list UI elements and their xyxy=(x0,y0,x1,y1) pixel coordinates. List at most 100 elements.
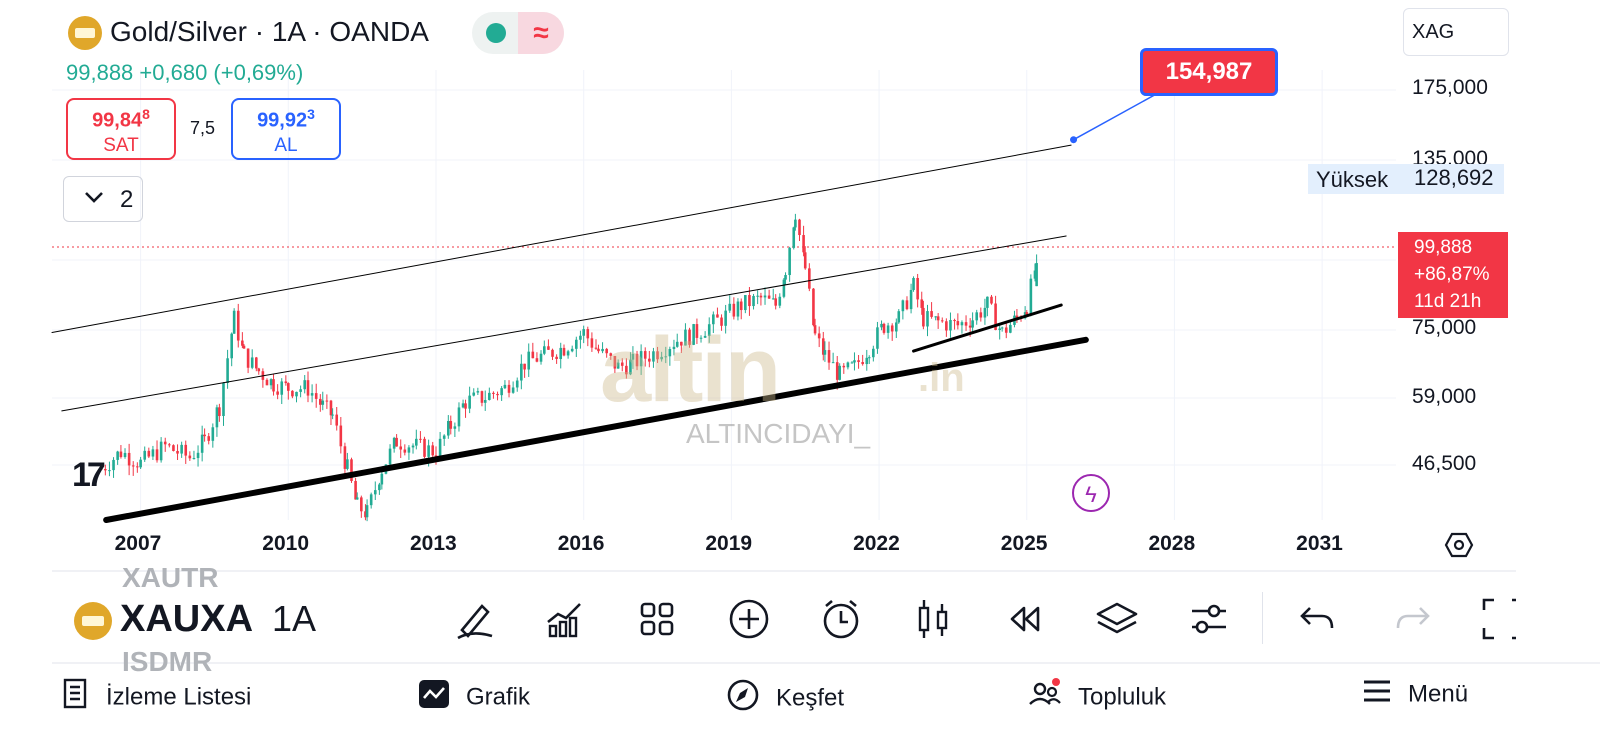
time-tick: 2028 xyxy=(1148,532,1196,555)
layers-icon[interactable] xyxy=(1094,596,1140,642)
candle-body xyxy=(492,392,495,394)
current-change: +86,87% xyxy=(1414,264,1490,285)
candle-body xyxy=(736,301,740,317)
candle-body xyxy=(555,356,558,360)
candles-icon[interactable] xyxy=(910,596,956,642)
candle-body xyxy=(99,468,103,470)
sell-price-pip: 8 xyxy=(142,106,150,122)
candle-body xyxy=(922,307,925,327)
market-open-dot-icon xyxy=(486,23,506,43)
candle-body xyxy=(720,317,723,326)
indicators-icon[interactable] xyxy=(542,596,588,642)
chevron-down-icon xyxy=(82,185,106,215)
trendlines[interactable] xyxy=(51,91,1161,523)
candle-body xyxy=(449,420,453,429)
candle-body xyxy=(582,329,585,336)
candle-body xyxy=(748,295,751,307)
candle-body xyxy=(180,444,183,454)
candle-body xyxy=(601,348,604,352)
candle-body xyxy=(998,328,1001,330)
buy-price: 99,92 xyxy=(257,109,308,132)
alert-icon[interactable] xyxy=(818,596,864,642)
candle-body xyxy=(579,335,582,340)
candle-body xyxy=(817,333,821,339)
market-status-pill[interactable]: ≈ xyxy=(472,12,564,54)
candle-body xyxy=(255,357,258,369)
nav-explore[interactable]: Keşfet xyxy=(726,678,844,718)
candle-body xyxy=(629,359,632,375)
symbol-ghost-above: XAUTR xyxy=(122,562,219,593)
candle-body xyxy=(461,403,465,408)
candle-body xyxy=(476,391,480,393)
indicators-toggle[interactable]: 2 xyxy=(63,176,143,222)
candle-body xyxy=(968,325,972,328)
tradingview-logo[interactable]: 17 xyxy=(72,456,106,494)
symbol-title[interactable]: Gold/Silver · 1A · OANDA xyxy=(110,16,429,47)
draw-icon[interactable] xyxy=(452,596,498,642)
nav-chart[interactable]: Grafik xyxy=(418,678,530,718)
candle-body xyxy=(242,345,246,349)
compare-symbol-box[interactable]: XAG xyxy=(1403,8,1509,56)
candle-body xyxy=(543,346,546,354)
add-icon[interactable] xyxy=(726,596,772,642)
candle-body xyxy=(551,349,554,357)
candle-body xyxy=(211,427,215,441)
candle-body xyxy=(1004,327,1008,333)
candle-body xyxy=(865,357,869,365)
fullscreen-icon[interactable] xyxy=(1480,596,1516,642)
candle-body xyxy=(792,227,796,248)
candle-body xyxy=(1000,327,1004,329)
candle-body xyxy=(808,268,811,289)
settings-icon[interactable] xyxy=(1186,596,1232,642)
candle-body xyxy=(842,365,846,368)
candle-body xyxy=(511,387,515,393)
buy-button[interactable]: 99,923 AL xyxy=(231,98,341,160)
candle-body xyxy=(813,325,817,334)
sell-button[interactable]: 99,848 SAT xyxy=(66,98,176,160)
candle-body xyxy=(853,360,856,363)
candle-body xyxy=(672,346,676,350)
sell-label: SAT xyxy=(103,134,139,156)
candle-body xyxy=(464,403,467,409)
symbol-ghost-below: ISDMR xyxy=(122,646,213,677)
candle-body xyxy=(916,277,919,300)
candle-body xyxy=(838,365,841,380)
target-price-label[interactable]: 154,987 xyxy=(1140,48,1278,96)
redo-icon[interactable] xyxy=(1388,596,1434,642)
layouts-icon[interactable] xyxy=(634,596,680,642)
nav-community[interactable]: Topluluk xyxy=(1028,678,1166,718)
nav-watchlist[interactable]: İzleme Listesi xyxy=(62,678,251,718)
time-tick: 2022 xyxy=(853,532,900,555)
candle-body xyxy=(876,327,879,349)
candle-body xyxy=(431,445,435,456)
candle-body xyxy=(945,321,948,331)
candle-body xyxy=(407,447,411,453)
candle-body xyxy=(707,324,711,336)
candle-body xyxy=(1015,315,1019,318)
candle-body xyxy=(395,437,398,447)
candle-body xyxy=(329,400,333,416)
candle-body xyxy=(468,395,471,409)
candle-body xyxy=(759,295,763,298)
chart-settings-icon[interactable] xyxy=(1444,530,1474,567)
candle-body xyxy=(265,379,269,386)
candle-body xyxy=(895,322,898,332)
candle-body xyxy=(527,351,531,370)
candle-body xyxy=(831,362,835,364)
candle-body xyxy=(901,300,905,312)
nav-menu[interactable]: Menü xyxy=(1362,678,1468,718)
time-tick: 2007 xyxy=(114,532,162,555)
replay-icon[interactable] xyxy=(1002,596,1048,642)
candle-body xyxy=(419,438,422,440)
symbol-name[interactable]: XAUXA xyxy=(120,598,254,640)
time-tick: 2025 xyxy=(1000,532,1048,555)
watermark-brand: altin xyxy=(600,319,781,421)
candle-body xyxy=(321,400,325,405)
lightning-icon[interactable]: ϟ xyxy=(1072,474,1110,512)
candle-body xyxy=(994,303,997,330)
timeframe-button[interactable]: 1A xyxy=(272,598,317,639)
candle-body xyxy=(625,365,628,375)
candle-body xyxy=(867,357,871,359)
undo-icon[interactable] xyxy=(1296,596,1342,642)
